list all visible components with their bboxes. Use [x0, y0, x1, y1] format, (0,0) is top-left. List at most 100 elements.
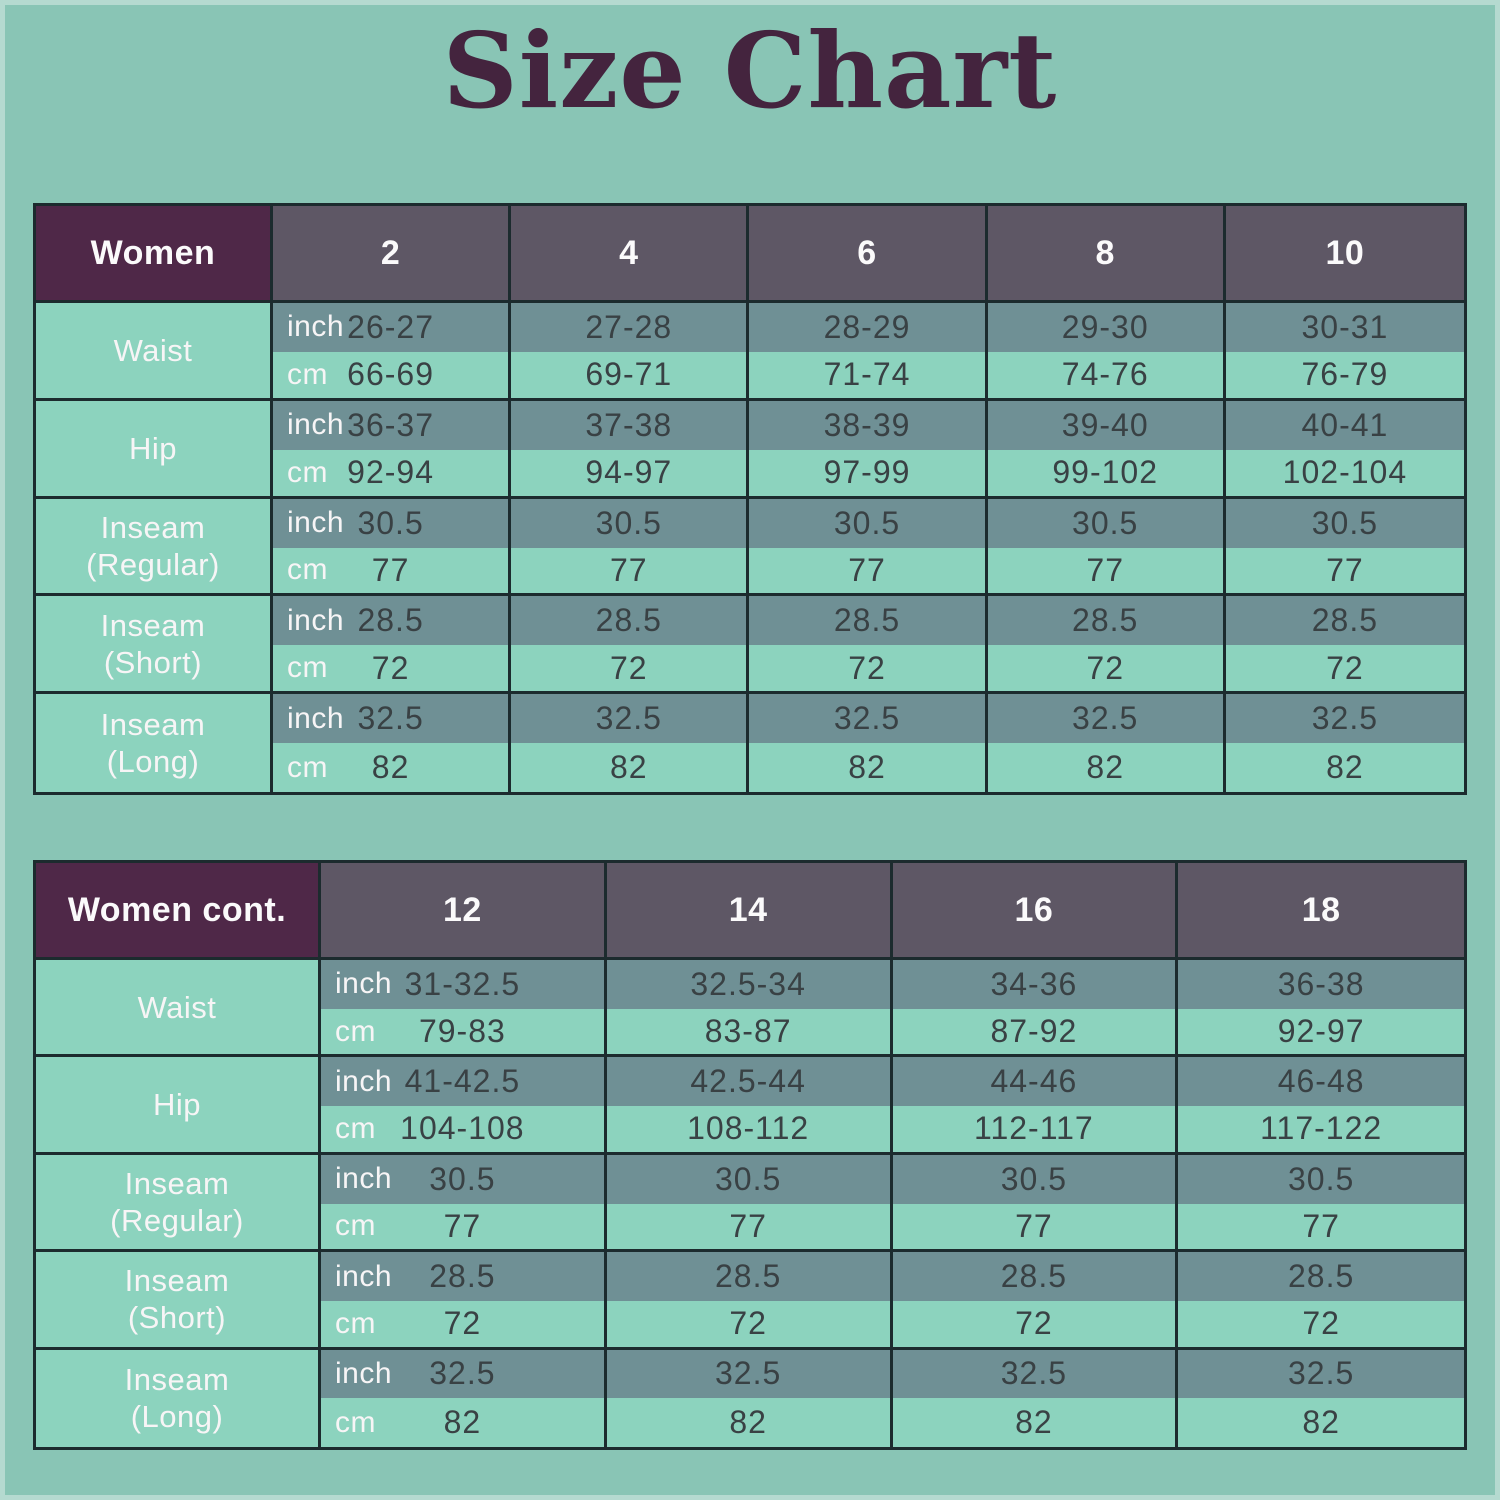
value-cell: 94-97	[511, 449, 750, 499]
value-cell: 32.5	[1225, 694, 1464, 744]
value-cell: 37-38	[511, 400, 750, 450]
value-cell: inch 31-32.5	[321, 960, 607, 1009]
value-cell: 102-104	[1225, 449, 1464, 499]
row-label-cell: Inseam (Long)	[36, 694, 273, 792]
value-text: 32.5	[595, 700, 662, 737]
value-text: 32.5	[429, 1355, 496, 1392]
value-text: 46-48	[1277, 1063, 1365, 1100]
size-header-cell: 4	[511, 206, 750, 303]
value-text: 104-108	[400, 1110, 525, 1147]
value-text: 30.5	[1072, 504, 1139, 541]
value-text: 29-30	[1061, 308, 1149, 345]
row-label-cell: Hip	[36, 400, 273, 499]
value-text: 99-102	[1052, 454, 1159, 491]
row-label-cell: Inseam (Short)	[36, 1252, 321, 1350]
value-text: 41-42.5	[404, 1063, 521, 1100]
value-cell: 28.5	[606, 1252, 893, 1301]
value-text: 30.5	[1000, 1160, 1068, 1197]
value-text: 28.5	[429, 1258, 496, 1295]
value-cell: cm 77	[321, 1203, 607, 1253]
unit-label: inch	[287, 603, 345, 637]
value-text: 44-46	[990, 1063, 1078, 1100]
value-cell: 77	[749, 547, 988, 597]
unit-label: cm	[287, 357, 328, 391]
value-cell: 82	[1225, 743, 1464, 792]
value-cell: 32.5	[749, 694, 988, 744]
value-text: 71-74	[823, 356, 911, 393]
value-cell: 72	[892, 1300, 1179, 1350]
value-cell: cm 72	[321, 1300, 607, 1350]
value-text: 82	[371, 749, 410, 786]
value-cell: 30.5	[749, 498, 988, 548]
value-cell: 32.5-34	[606, 960, 893, 1009]
value-text: 28.5	[1311, 602, 1379, 639]
value-cell: cm 92-94	[273, 449, 512, 499]
value-cell: 39-40	[987, 400, 1226, 450]
unit-label: cm	[335, 1111, 376, 1145]
value-cell: 28.5	[511, 596, 750, 646]
value-cell: 28-29	[749, 303, 988, 352]
value-text: 32.5	[1311, 700, 1379, 737]
value-text: 28.5	[1000, 1258, 1068, 1295]
value-cell: 30-31	[1225, 303, 1464, 352]
size-table-women: Women 2 4 6 8 10 Waist inch 26-27 27-28 28-29 29-30…	[33, 203, 1467, 795]
table-title-cell: Women	[36, 206, 273, 303]
row-label-cell: Waist	[36, 303, 273, 401]
unit-label: cm	[335, 1209, 376, 1243]
value-cell: 83-87	[606, 1008, 893, 1058]
unit-label: cm	[287, 553, 328, 587]
value-cell: 82	[1178, 1398, 1464, 1447]
value-text: 77	[1086, 551, 1124, 588]
value-cell: 30.5	[987, 498, 1226, 548]
value-text: 30.5	[833, 504, 901, 541]
size-table-women-cont: Women cont. 12 14 16 18 Waist inch 31-32.5 32.5-…	[33, 860, 1467, 1450]
value-cell: cm 104-108	[321, 1106, 607, 1155]
value-text: 30.5	[1287, 1160, 1355, 1197]
value-cell: 112-117	[892, 1106, 1179, 1155]
value-text: 77	[371, 551, 410, 588]
value-text: 82	[609, 749, 648, 786]
size-header-cell: 8	[987, 206, 1226, 303]
value-cell: inch 30.5	[321, 1154, 607, 1204]
unit-label: inch	[287, 506, 345, 540]
value-text: 77	[848, 551, 886, 588]
value-text: 32.5	[1072, 700, 1139, 737]
value-cell: 28.5	[1178, 1252, 1464, 1301]
value-cell: 82	[606, 1398, 893, 1447]
value-text: 117-122	[1260, 1110, 1383, 1147]
unit-label: inch	[287, 408, 345, 442]
value-text: 30.5	[1311, 504, 1379, 541]
value-cell: 87-92	[892, 1008, 1179, 1058]
value-text: 77	[1302, 1207, 1340, 1244]
value-text: 102-104	[1282, 454, 1408, 491]
unit-label: inch	[287, 310, 345, 344]
value-text: 77	[1015, 1207, 1053, 1244]
value-text: 28.5	[595, 602, 662, 639]
size-header-cell: 14	[606, 863, 893, 960]
value-text: 28.5	[833, 602, 901, 639]
value-text: 82	[729, 1404, 767, 1441]
value-cell: 32.5	[987, 694, 1226, 744]
unit-label: cm	[335, 1306, 376, 1340]
value-cell: 69-71	[511, 351, 750, 401]
row-label-cell: Inseam (Regular)	[36, 1154, 321, 1253]
row-label-cell: Inseam (Short)	[36, 596, 273, 695]
unit-label: inch	[287, 701, 345, 735]
value-text: 36-38	[1277, 965, 1365, 1002]
value-text: 76-79	[1301, 356, 1389, 393]
value-cell: 72	[1178, 1300, 1464, 1350]
value-text: 32.5	[833, 700, 901, 737]
value-cell: 28.5	[892, 1252, 1179, 1301]
value-text: 72	[1326, 649, 1364, 686]
value-cell: 72	[749, 645, 988, 695]
value-cell: 72	[606, 1300, 893, 1350]
value-text: 30-31	[1301, 308, 1389, 345]
value-cell: 74-76	[987, 351, 1226, 401]
value-text: 97-99	[823, 454, 911, 491]
value-cell: 32.5	[606, 1349, 893, 1399]
value-text: 31-32.5	[404, 965, 521, 1002]
value-cell: 77	[892, 1203, 1179, 1253]
value-text: 28.5	[1287, 1258, 1355, 1295]
value-text: 92-97	[1277, 1013, 1365, 1050]
value-text: 38-39	[823, 406, 911, 443]
